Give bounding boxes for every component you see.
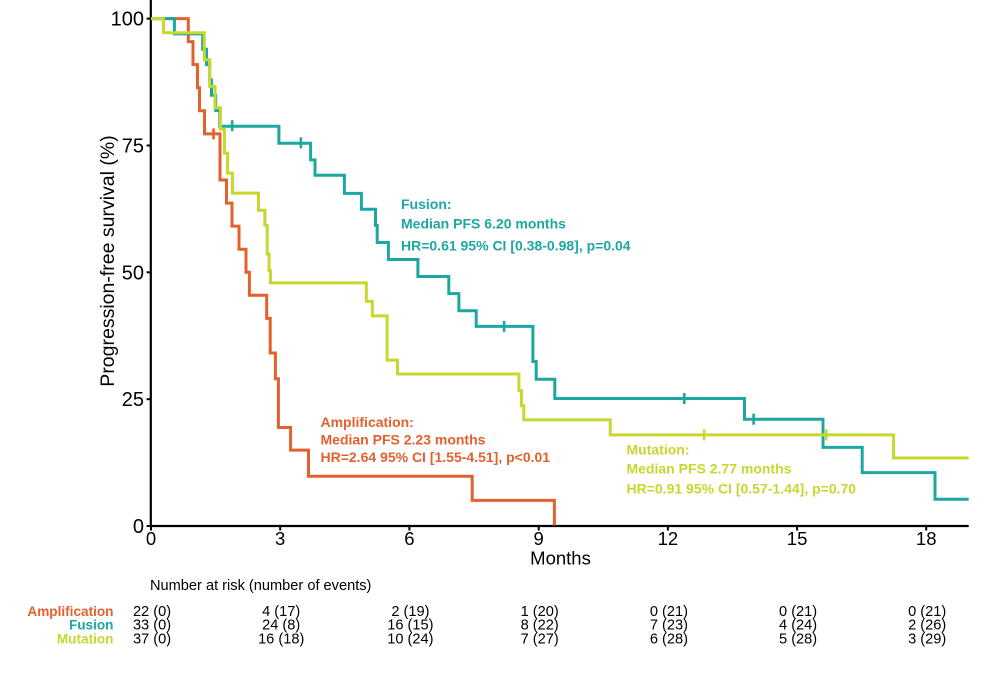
svg-text:Median PFS 6.20 months: Median PFS 6.20 months — [401, 216, 566, 232]
svg-text:18: 18 — [916, 528, 937, 549]
svg-text:HR=0.61 95% CI [0.38-0.98], p=: HR=0.61 95% CI [0.38-0.98], p=0.04 — [401, 238, 631, 254]
svg-text:2 (19): 2 (19) — [391, 604, 429, 620]
svg-text:4 (17): 4 (17) — [262, 604, 300, 620]
svg-text:33 (0): 33 (0) — [133, 618, 171, 634]
svg-text:6: 6 — [404, 528, 414, 549]
svg-text:25: 25 — [122, 389, 144, 411]
svg-text:7 (27): 7 (27) — [521, 631, 559, 647]
svg-text:Mutation: Mutation — [57, 631, 114, 646]
svg-text:9: 9 — [534, 528, 544, 549]
svg-text:50: 50 — [122, 262, 144, 284]
svg-text:HR=0.91 95% CI [0.57-1.44], p=: HR=0.91 95% CI [0.57-1.44], p=0.70 — [627, 480, 857, 496]
svg-text:16 (15): 16 (15) — [387, 618, 433, 634]
svg-text:Months: Months — [530, 548, 591, 569]
svg-text:3: 3 — [275, 528, 285, 549]
svg-text:Amplification:: Amplification: — [321, 414, 414, 430]
svg-text:0 (21): 0 (21) — [650, 604, 688, 620]
svg-text:0: 0 — [133, 516, 144, 538]
svg-text:6 (28): 6 (28) — [650, 631, 688, 647]
svg-text:4 (24): 4 (24) — [779, 618, 817, 634]
svg-text:Mutation:: Mutation: — [627, 441, 690, 457]
svg-text:Fusion: Fusion — [69, 618, 114, 633]
svg-text:22 (0): 22 (0) — [133, 604, 171, 620]
svg-text:16 (18): 16 (18) — [258, 631, 304, 647]
svg-text:7 (23): 7 (23) — [650, 618, 688, 634]
svg-text:HR=2.64 95% CI [1.55-4.51], p<: HR=2.64 95% CI [1.55-4.51], p<0.01 — [321, 449, 551, 465]
svg-text:12: 12 — [658, 528, 679, 549]
svg-text:10 (24): 10 (24) — [387, 631, 433, 647]
svg-text:37 (0): 37 (0) — [133, 631, 171, 647]
svg-text:5 (28): 5 (28) — [779, 631, 817, 647]
svg-text:0: 0 — [146, 528, 156, 549]
svg-text:15: 15 — [787, 528, 808, 549]
svg-text:Median PFS 2.77 months: Median PFS 2.77 months — [627, 460, 792, 476]
svg-text:75: 75 — [122, 136, 144, 158]
svg-text:3 (29): 3 (29) — [908, 631, 946, 647]
svg-text:Number at risk (number of even: Number at risk (number of events) — [150, 578, 371, 594]
svg-text:Fusion:: Fusion: — [401, 196, 452, 212]
svg-text:Progression-free survival (%): Progression-free survival (%) — [97, 135, 119, 386]
svg-text:0 (21): 0 (21) — [908, 604, 946, 620]
svg-text:2 (26): 2 (26) — [908, 618, 946, 634]
svg-text:Amplification: Amplification — [27, 604, 113, 619]
svg-text:24 (8): 24 (8) — [262, 618, 300, 634]
svg-text:8 (22): 8 (22) — [521, 618, 559, 634]
svg-text:0 (21): 0 (21) — [779, 604, 817, 620]
svg-text:1 (20): 1 (20) — [521, 604, 559, 620]
svg-text:Median PFS 2.23 months: Median PFS 2.23 months — [321, 431, 486, 447]
svg-text:100: 100 — [111, 9, 144, 31]
